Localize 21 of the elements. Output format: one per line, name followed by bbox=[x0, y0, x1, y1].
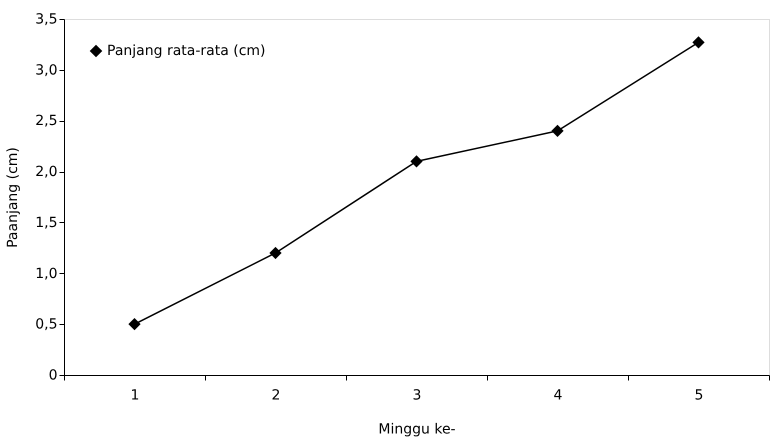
x-axis-title: Minggu ke- bbox=[378, 422, 456, 438]
point bbox=[269, 246, 282, 260]
y-tick-label: 2,5 bbox=[35, 113, 58, 130]
x-tick-label: 5 bbox=[694, 388, 704, 404]
x-tick-label: 3 bbox=[412, 388, 422, 404]
point bbox=[692, 36, 705, 49]
x-tick-label: 2 bbox=[272, 388, 280, 404]
y-tick-label: 1,5 bbox=[35, 214, 58, 231]
y-tick-label: 0 bbox=[48, 368, 58, 384]
y-tick-label: 3,0 bbox=[35, 62, 58, 78]
x-tick-label: 4 bbox=[554, 388, 563, 404]
point bbox=[410, 155, 423, 168]
y-tick-label: 1,0 bbox=[35, 266, 58, 282]
y-tick-label: 3,5 bbox=[35, 12, 58, 28]
y-tick-label: 0,5 bbox=[35, 316, 58, 333]
point bbox=[128, 318, 141, 330]
y-tick-label: 2,0 bbox=[35, 164, 58, 180]
point bbox=[551, 124, 564, 138]
y-axis-title: Paanjang (cm) bbox=[5, 147, 22, 248]
legend-label: Panjang rata-rata (cm) bbox=[107, 43, 266, 59]
x-tick-label: 1 bbox=[130, 388, 140, 404]
